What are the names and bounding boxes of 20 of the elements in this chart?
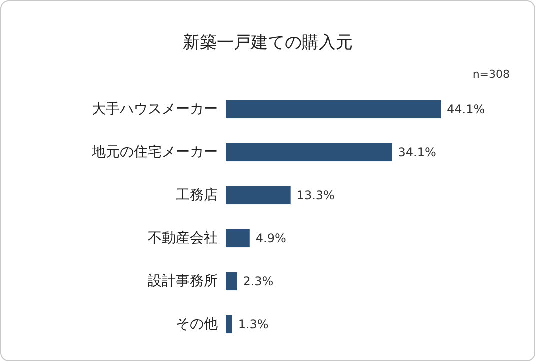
y-tick-label: 工務店 (176, 188, 218, 204)
bar (226, 229, 250, 248)
data-label: 1.3% (238, 318, 269, 332)
y-tick-label: 不動産会社 (148, 230, 218, 246)
bar (226, 143, 392, 162)
chart-title: 新築一戸建ての購入元 (183, 33, 353, 53)
bar (226, 186, 291, 205)
bar (226, 100, 441, 119)
text: n=308 (472, 68, 510, 81)
data-label: 44.1% (447, 102, 486, 116)
y-tick-label: 地元の住宅メーカー (91, 144, 218, 160)
y-tick-label: 設計事務所 (148, 274, 218, 290)
y-tick-label: 大手ハウスメーカー (92, 102, 218, 118)
data-label: 34.1% (398, 146, 436, 160)
data-label: 13.3% (296, 188, 335, 202)
bar (226, 272, 238, 291)
bar (226, 315, 232, 334)
data-label: 2.3% (243, 274, 274, 288)
data-label: 4.9% (256, 232, 286, 246)
y-tick-label: その他 (176, 316, 218, 332)
